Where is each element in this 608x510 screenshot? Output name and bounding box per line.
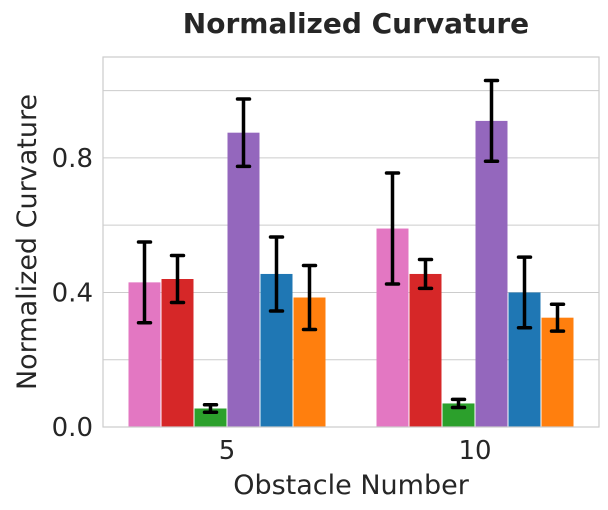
error-bar [384,171,401,286]
error-bar [417,257,434,291]
y-tick-label: 0.4 [52,278,93,308]
chart-title: Normalized Curvature [183,7,529,40]
bar [442,403,475,427]
error-bar [202,403,219,414]
bar [475,120,508,427]
error-bar [549,302,566,333]
error-bar [235,97,252,169]
error-bar [169,253,186,305]
x-ticks: 5 10 [219,436,492,466]
bars [128,120,574,427]
y-ticks: 0.0 0.4 0.8 [52,144,93,443]
plot-frame [102,56,600,428]
bar [541,317,574,427]
error-bars [136,78,566,414]
y-tick-label: 0.8 [52,144,93,174]
error-bar [516,255,533,330]
x-tick-label: 5 [219,436,236,466]
x-axis-label: Obstacle Number [233,470,469,501]
bar [227,132,260,427]
error-bar [450,397,467,410]
error-bar [483,78,500,164]
y-axis-label: Normalized Curvature [12,94,43,390]
error-bar [136,240,153,325]
bar [194,408,227,427]
bar [409,273,442,427]
error-bar [301,263,318,332]
y-tick-label: 0.0 [52,413,93,443]
error-bar [268,235,285,313]
x-tick-label: 10 [458,436,491,466]
